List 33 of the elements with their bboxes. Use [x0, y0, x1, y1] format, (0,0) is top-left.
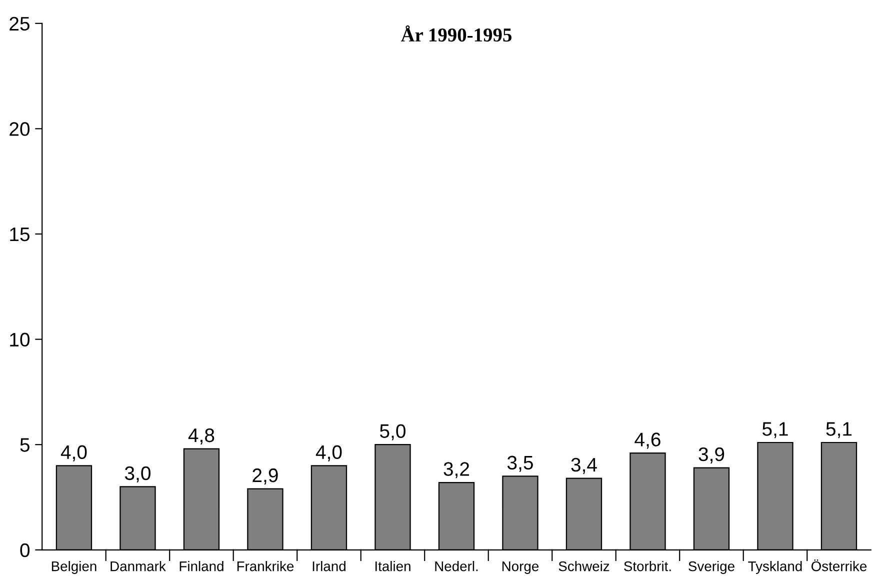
data-label: 4,0	[60, 445, 87, 462]
data-label: 4,0	[316, 445, 342, 462]
x-tick-label: Danmark	[110, 561, 166, 572]
x-tick-label: Irland	[312, 561, 346, 572]
x-tick-label: Storbrit.	[624, 561, 671, 572]
x-tick-label: Norge	[502, 562, 539, 574]
x-tick-label: Tyskland	[748, 561, 802, 574]
x-tick-label: Österrike	[811, 559, 867, 572]
x-tick-label: Schweiz	[558, 561, 610, 572]
data-label: 3,0	[124, 466, 150, 482]
x-tick-label: Belgien	[52, 561, 96, 574]
data-label: 3,2	[444, 462, 470, 478]
x-tick-label: Finland	[180, 561, 224, 572]
y-tick-label: 25	[10, 16, 30, 31]
data-label: 5,0	[380, 424, 406, 440]
data-label: 4,6	[634, 432, 660, 449]
data-label: 5,1	[826, 422, 852, 438]
data-label: 3,4	[571, 458, 597, 474]
x-tick-label: Sverige	[688, 561, 734, 574]
y-tick-label: 20	[10, 122, 30, 136]
x-tick-label: Italien	[375, 561, 410, 572]
chart-title: År 1990-1995	[400, 25, 512, 42]
x-tick-label: Nederl.	[435, 561, 478, 572]
y-tick-label: 10	[10, 332, 30, 347]
data-label: 4,8	[188, 428, 214, 444]
data-label: 5,1	[762, 422, 788, 438]
data-label: 3,9	[698, 447, 724, 464]
y-tick-label: 0	[20, 543, 30, 558]
x-tick-label: Frankrike	[237, 561, 294, 572]
y-tick-label: 15	[10, 228, 30, 242]
y-tick-label: 5	[20, 438, 30, 452]
data-label: 3,5	[507, 456, 533, 472]
data-label: 2,9	[252, 468, 278, 484]
